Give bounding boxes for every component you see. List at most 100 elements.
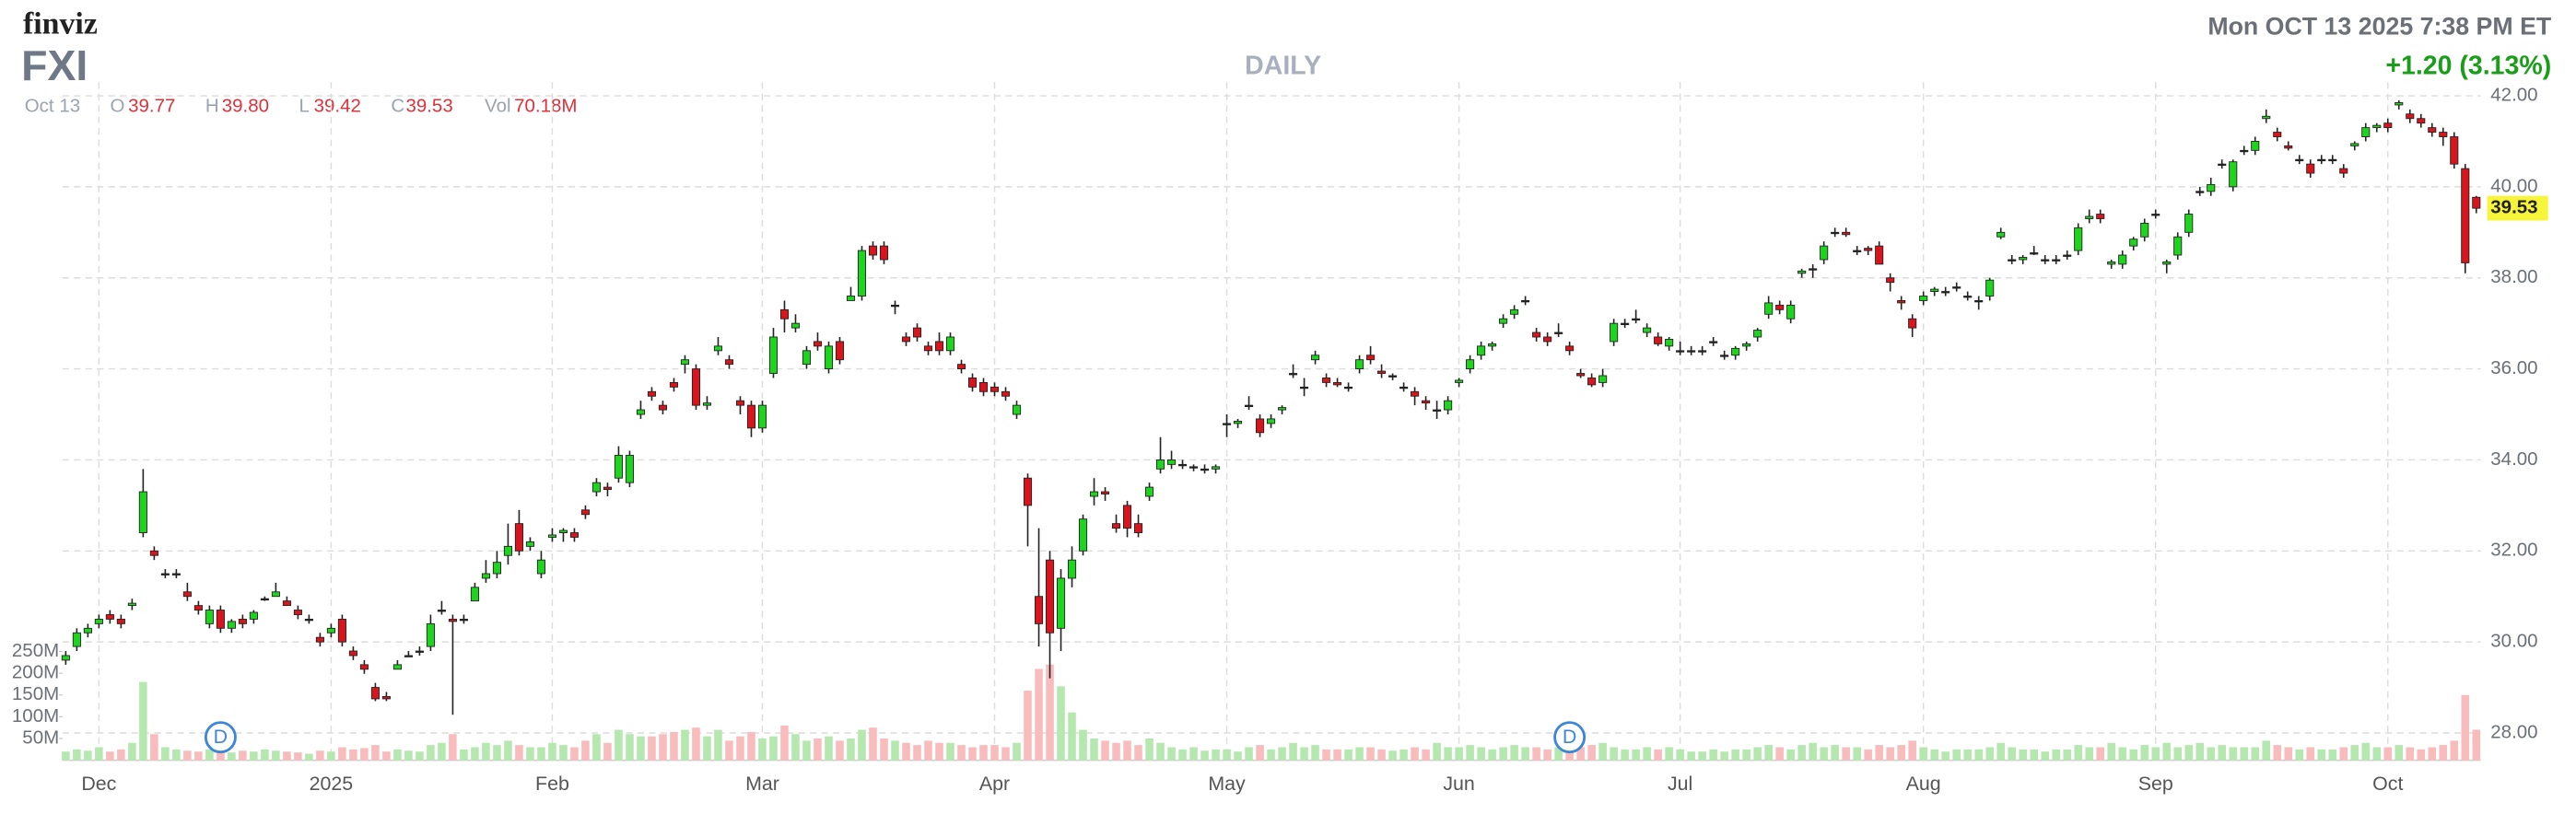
candle-body: [1477, 345, 1486, 356]
candle-body: [1388, 375, 1398, 378]
candle-body: [426, 622, 435, 647]
candle-body: [1100, 491, 1110, 494]
volume-bar: [2063, 749, 2071, 761]
volume-bar: [1377, 749, 1386, 761]
candle-body: [2008, 259, 2017, 262]
volume-bar: [1831, 745, 1839, 761]
volume-bar: [1499, 747, 1507, 761]
candle-body: [1764, 302, 1774, 315]
candle-body: [2295, 158, 2304, 162]
vol-value: 70.18M: [514, 95, 577, 116]
candle-body: [2207, 183, 2216, 192]
candle-body: [1366, 355, 1376, 361]
volume-bar: [371, 745, 380, 761]
candle-body: [1012, 404, 1022, 415]
volume-bar: [637, 736, 645, 761]
volume-bar: [2350, 745, 2359, 761]
volume-bar: [1974, 749, 1983, 761]
candle-body: [2461, 168, 2470, 263]
candle-body: [1687, 350, 1696, 353]
volume-bar: [1300, 747, 1308, 761]
volume-bar: [515, 745, 523, 761]
volume-bar: [172, 749, 181, 761]
volume-bar: [924, 740, 932, 761]
candle-body: [2383, 122, 2393, 129]
candle-body: [603, 486, 613, 491]
volume-bar: [526, 747, 534, 761]
volume-bar: [1046, 664, 1054, 761]
c-label: C: [391, 95, 404, 116]
candle-body: [481, 573, 490, 579]
candle-body: [293, 610, 302, 615]
volume-bar: [659, 734, 667, 761]
candle-body: [83, 627, 92, 634]
candle-body: [1433, 409, 1442, 412]
volume-bar: [758, 738, 767, 761]
volume-bar: [2151, 747, 2160, 761]
volume-bar: [106, 751, 114, 761]
volume-bar: [2406, 747, 2415, 761]
volume-bar: [239, 750, 247, 761]
candle-body: [1278, 407, 1287, 411]
candle-body: [1311, 355, 1320, 361]
volume-bar: [2284, 747, 2293, 761]
volume-tick-label: 100M: [12, 705, 59, 727]
l-label: L: [299, 95, 310, 116]
candle-body: [1466, 359, 1475, 370]
candle-body: [1111, 523, 1121, 529]
candle-body: [415, 650, 424, 653]
candle-body: [1234, 420, 1243, 424]
volume-bar: [1632, 749, 1640, 761]
volume-bar: [1543, 749, 1551, 761]
candle-body: [1908, 318, 1917, 329]
candle-body: [934, 341, 944, 352]
o-value: 39.77: [128, 95, 175, 116]
candle-body: [1200, 468, 1210, 471]
volume-bar: [1532, 747, 1540, 761]
volume-bar: [714, 729, 722, 761]
candle-body: [326, 627, 335, 634]
candle-body: [735, 400, 745, 406]
volume-bar: [2207, 747, 2216, 761]
volume-bar: [1587, 745, 1596, 761]
volume-bar: [802, 740, 811, 761]
volume-bar: [1189, 747, 1198, 761]
candle-body: [1056, 577, 1066, 629]
volume-bar: [449, 734, 457, 761]
candle-body: [437, 610, 446, 612]
volume-bar: [1256, 745, 1264, 761]
candle-body: [1078, 518, 1088, 552]
candle-body: [1598, 375, 1608, 383]
volume-bar: [205, 749, 214, 761]
volume-bar: [1665, 747, 1673, 761]
candle-body: [2395, 101, 2404, 106]
volume-bar: [990, 745, 999, 761]
event-label: D: [1563, 726, 1576, 748]
volume-bar: [2428, 747, 2437, 761]
event-marker: [204, 721, 237, 754]
candle-body: [1786, 304, 1796, 320]
candle-body: [1034, 596, 1044, 624]
candle-body: [1676, 350, 1685, 353]
volume-bar: [1200, 750, 1209, 761]
candle-body: [1300, 386, 1309, 390]
candle-body: [1621, 322, 1630, 326]
candle-body: [2229, 161, 2238, 188]
candle-body: [2406, 113, 2415, 120]
candle-body: [1952, 286, 1961, 289]
volume-bar: [2218, 745, 2227, 761]
volume-bar: [2317, 749, 2326, 761]
volume-bar: [1278, 747, 1286, 761]
volume-bar: [1068, 712, 1076, 761]
y-tick-label: 34.00: [2490, 448, 2537, 470]
candle-body: [1753, 330, 1762, 338]
price-tag: [2487, 195, 2548, 221]
candle-body: [1089, 491, 1099, 497]
volume-bar: [1908, 740, 1916, 761]
volume-bar: [2439, 745, 2448, 761]
volume-bar: [592, 734, 601, 761]
volume-bar: [294, 752, 302, 761]
volume-bar: [626, 734, 634, 761]
volume-bar: [2450, 740, 2459, 761]
logo[interactable]: finviz: [23, 6, 98, 41]
